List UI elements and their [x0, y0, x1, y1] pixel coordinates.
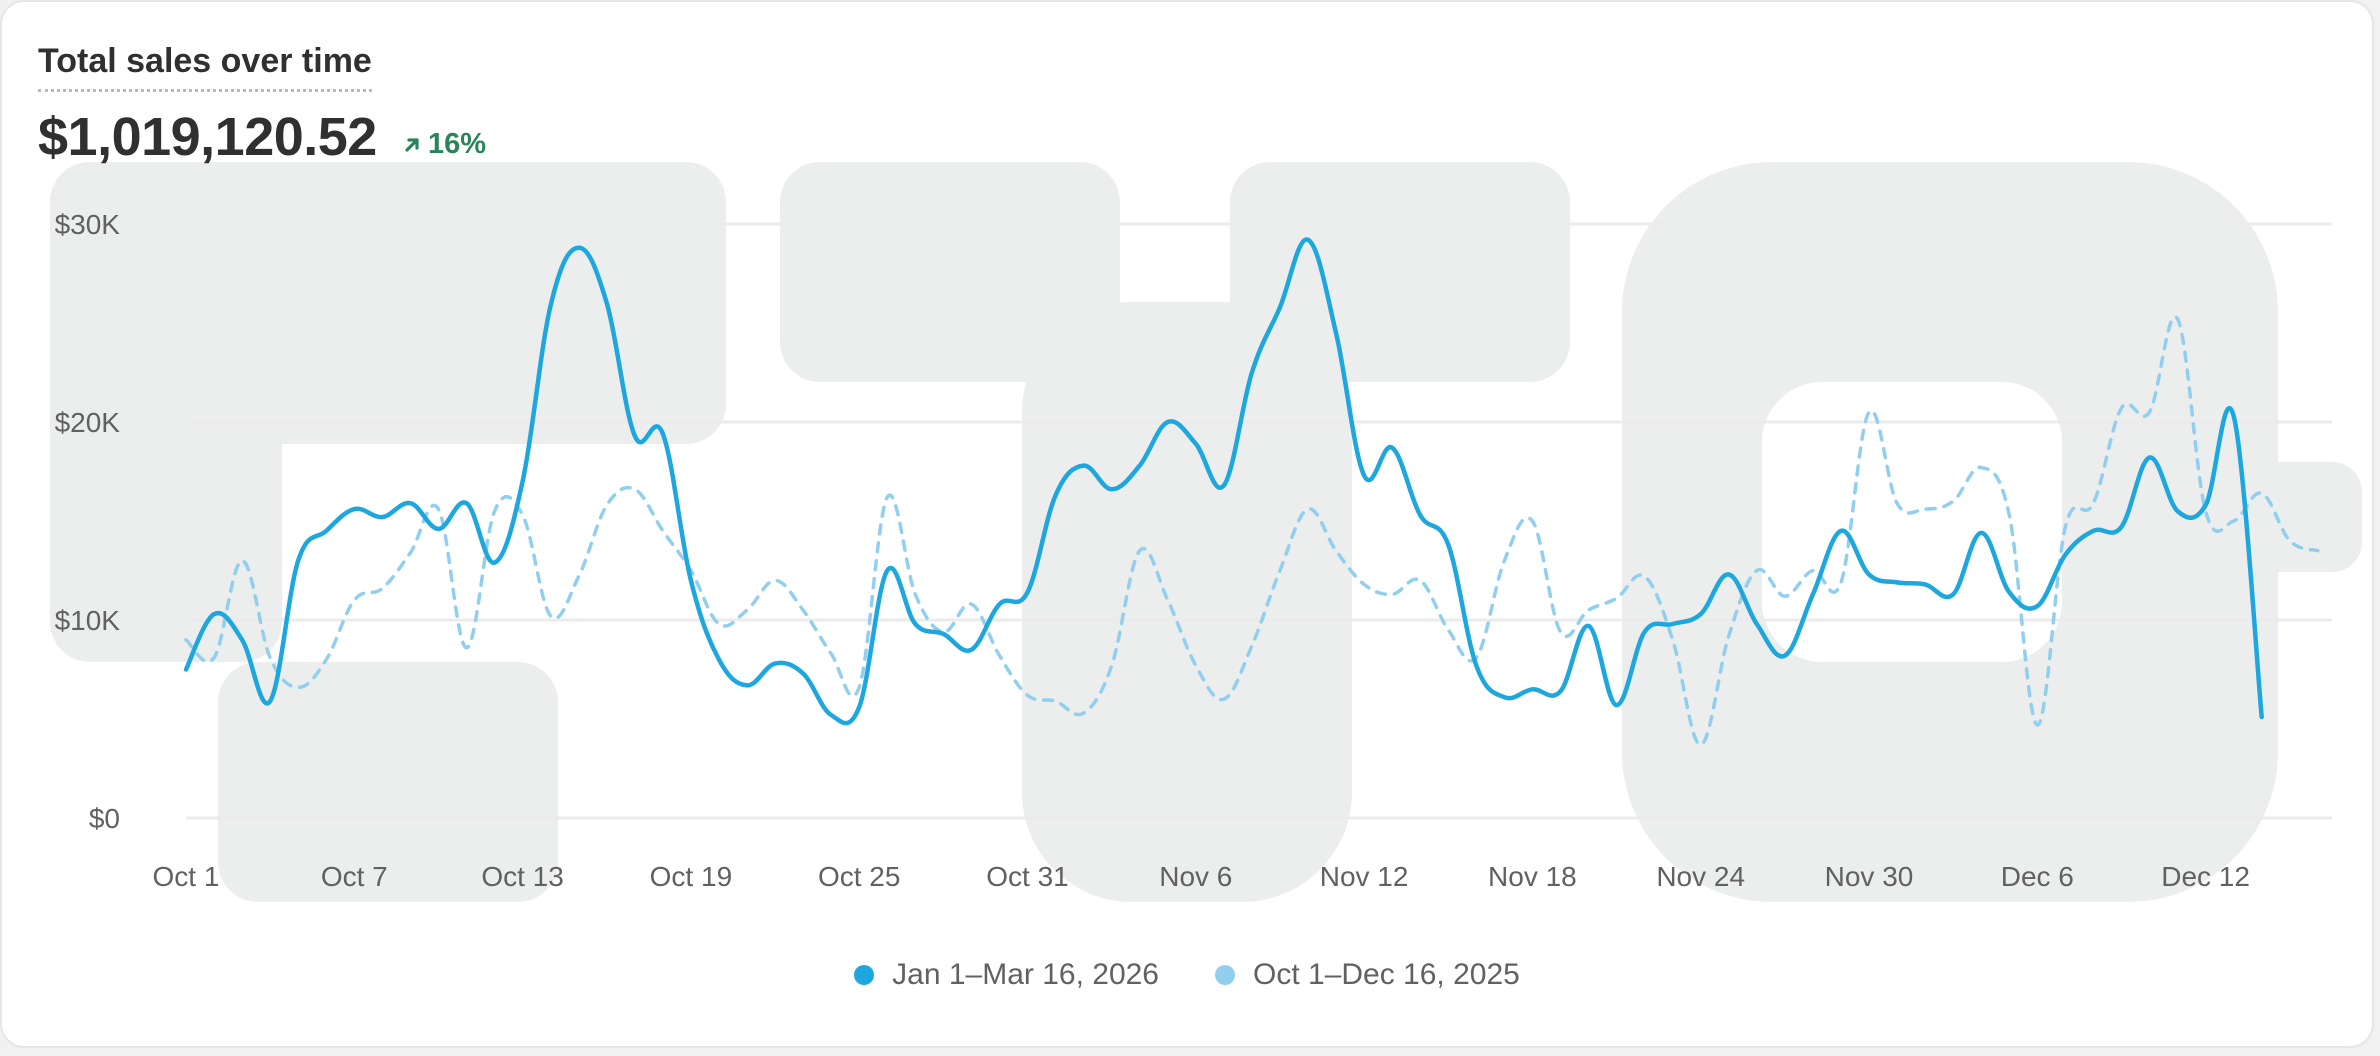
watermark-shape	[780, 162, 1120, 382]
total-sales-value: $1,019,120.52	[38, 107, 377, 167]
x-tick-label: Oct 31	[986, 861, 1068, 892]
series-lines	[183, 237, 2320, 747]
series-line-current	[183, 237, 2264, 726]
y-axis: $0 $10K $20K $30K	[55, 209, 121, 834]
x-tick-label: Nov 30	[1825, 861, 1914, 892]
y-tick-label: $30K	[55, 209, 121, 240]
x-tick-label: Oct 1	[153, 861, 220, 892]
chart-legend: Jan 1–Mar 16, 2026 Oct 1–Dec 16, 2025	[2, 958, 2372, 992]
x-tick-label: Oct 13	[481, 861, 563, 892]
x-tick-label: Nov 12	[1320, 861, 1409, 892]
x-tick-label: Dec 12	[2161, 861, 2250, 892]
legend-item-current[interactable]: Jan 1–Mar 16, 2026	[854, 958, 1159, 992]
change-badge: 16%	[400, 128, 486, 161]
gridlines	[186, 222, 2332, 820]
y-tick-label: $20K	[55, 407, 121, 438]
x-tick-label: Oct 19	[650, 861, 732, 892]
watermark	[50, 162, 2362, 902]
legend-dot-current	[854, 965, 875, 985]
legend-item-previous[interactable]: Oct 1–Dec 16, 2025	[1215, 958, 1520, 992]
change-percent: 16%	[428, 128, 487, 160]
legend-label-previous: Oct 1–Dec 16, 2025	[1253, 958, 1520, 991]
series-line-previous	[184, 315, 2320, 747]
legend-dot-previous	[1215, 965, 1235, 985]
watermark-shape	[218, 662, 558, 902]
x-tick-label: Dec 6	[2001, 861, 2074, 892]
x-tick-label: Nov 24	[1656, 861, 1745, 892]
arrow-up-right-icon	[405, 137, 419, 152]
legend-label-current: Jan 1–Mar 16, 2026	[892, 958, 1159, 991]
watermark-shape	[1230, 162, 1570, 382]
x-tick-label: Nov 18	[1488, 861, 1577, 892]
y-tick-label: $0	[89, 803, 120, 834]
y-tick-label: $10K	[55, 605, 121, 636]
x-axis: Oct 1 Oct 7 Oct 13 Oct 19 Oct 25 Oct 31 Nov 6 N…	[153, 861, 2250, 892]
watermark-shape	[1022, 302, 1352, 902]
x-tick-label: Nov 6	[1159, 861, 1232, 892]
x-tick-label: Oct 7	[321, 861, 388, 892]
x-tick-label: Oct 25	[818, 861, 900, 892]
chart-title[interactable]: Total sales over time	[38, 42, 372, 92]
watermark-shape	[50, 162, 282, 662]
